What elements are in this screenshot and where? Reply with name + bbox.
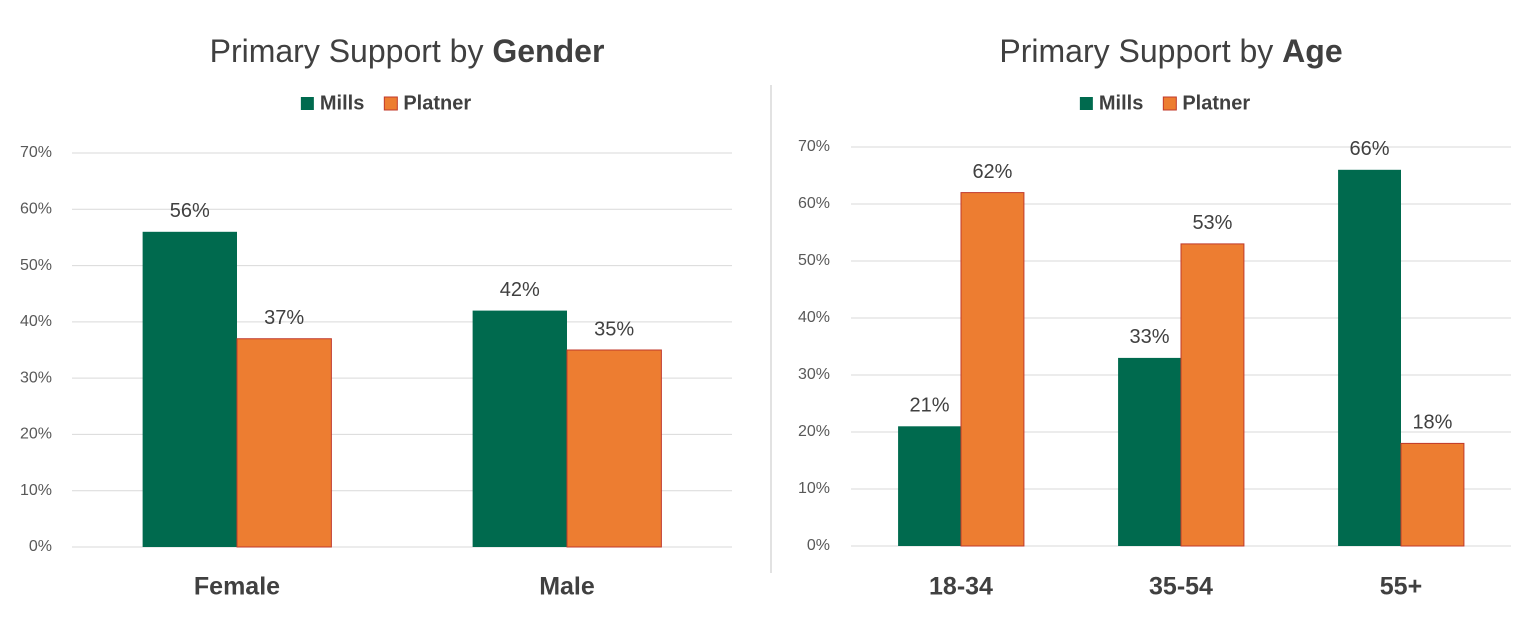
legend: Mills Platner	[1079, 92, 1250, 114]
y-tick-label: 70%	[798, 138, 830, 155]
legend-label: Platner	[1182, 92, 1250, 114]
y-tick-label: 40%	[20, 313, 52, 330]
x-tick-label: Female	[194, 573, 280, 601]
y-tick-label: 50%	[20, 257, 52, 274]
value-label: 18%	[1412, 412, 1452, 434]
bar	[1400, 442, 1465, 547]
y-tick-label: 60%	[798, 195, 830, 212]
value-label: 56%	[170, 200, 210, 222]
y-tick-label: 20%	[798, 423, 830, 440]
value-label: 21%	[910, 395, 950, 417]
legend-swatch	[1079, 97, 1093, 110]
y-tick-label: 10%	[20, 482, 52, 499]
value-label: 33%	[1130, 326, 1170, 348]
value-label: 62%	[972, 161, 1012, 183]
legend-swatch	[300, 97, 314, 110]
y-tick-label: 70%	[20, 144, 52, 161]
legend-label: Platner	[403, 92, 471, 114]
title-part: Primary Support by	[999, 33, 1273, 69]
legend-swatch	[1162, 96, 1177, 111]
y-tick-label: 20%	[20, 426, 52, 443]
title-part: Primary Support by	[210, 33, 484, 69]
legend: Mills Platner	[300, 92, 471, 114]
y-tick-label: 40%	[798, 309, 830, 326]
value-label: 53%	[1192, 212, 1232, 234]
value-label: 37%	[264, 307, 304, 329]
value-label: 42%	[500, 279, 540, 301]
x-tick-label: 18-34	[929, 573, 993, 601]
y-tick-label: 0%	[807, 537, 830, 554]
bar	[1338, 169, 1401, 547]
y-tick-label: 30%	[798, 366, 830, 383]
legend-label: Mills	[320, 92, 364, 114]
y-tick-label: 30%	[20, 369, 52, 386]
y-tick-label: 50%	[798, 252, 830, 269]
legend-label: Mills	[1099, 92, 1143, 114]
y-tick-label: 60%	[20, 201, 52, 218]
value-label: 35%	[594, 318, 634, 340]
bar	[960, 192, 1025, 547]
bar	[1180, 243, 1245, 547]
y-tick-label: 0%	[29, 538, 52, 555]
value-label: 66%	[1350, 138, 1390, 160]
bar	[566, 349, 662, 548]
bar	[142, 231, 237, 548]
bar	[1118, 357, 1181, 546]
x-tick-label: 55+	[1380, 573, 1422, 601]
bar	[236, 338, 332, 548]
legend-swatch	[383, 96, 398, 111]
title-part: Age	[1282, 33, 1342, 69]
y-tick-label: 10%	[798, 480, 830, 497]
bar	[898, 426, 961, 546]
x-tick-label: Male	[539, 573, 595, 601]
x-tick-label: 35-54	[1149, 573, 1213, 601]
title-part: Gender	[492, 33, 604, 69]
chart-title: Primary Support by Gender	[210, 33, 605, 69]
chart-title: Primary Support by Age	[999, 33, 1342, 69]
bar	[472, 310, 567, 547]
